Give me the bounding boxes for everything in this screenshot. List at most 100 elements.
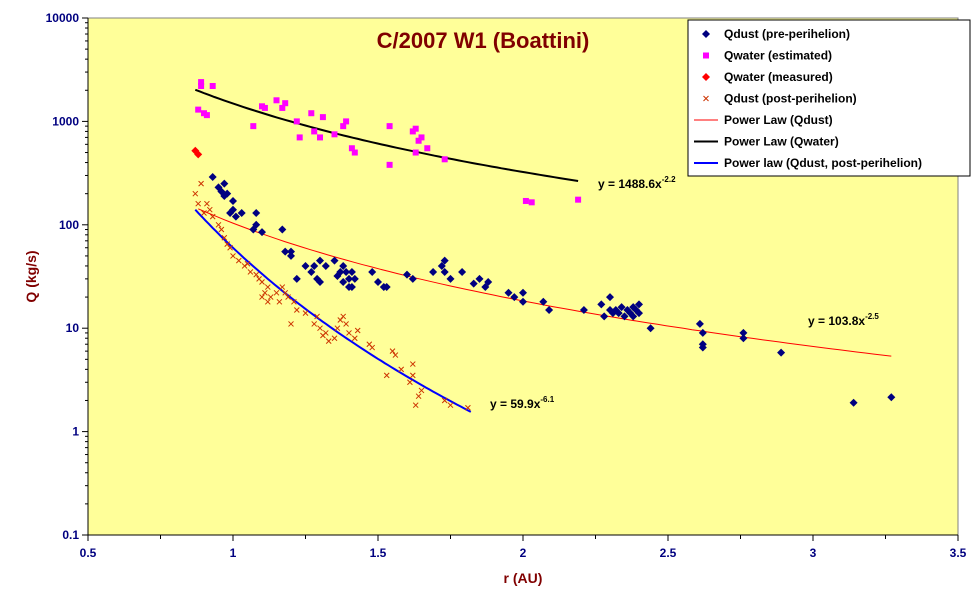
point-qwater-est — [343, 118, 350, 125]
point-qdust-post — [302, 310, 309, 316]
point-qwater-est — [331, 131, 338, 138]
point-qwater-est — [209, 82, 216, 89]
point-qdust-pre — [739, 328, 748, 337]
point-qdust-pre — [252, 220, 261, 229]
chart-title: C/2007 W1 (Boattini) — [377, 28, 590, 53]
point-qdust-pre — [739, 334, 748, 343]
x-axis-label: r (AU) — [504, 570, 543, 586]
x-tick-label: 3.5 — [950, 546, 967, 560]
point-qdust-post — [314, 313, 320, 320]
fit-label-qdust: y = 103.8x-2.5 — [808, 312, 879, 328]
point-qdust-post — [285, 294, 291, 300]
point-qdust-pre — [695, 319, 704, 328]
legend-marker — [702, 73, 710, 81]
point-qdust-post — [221, 234, 228, 241]
point-qwater-est — [203, 112, 210, 119]
point-qdust-post — [215, 221, 222, 228]
point-qwater-est — [348, 145, 355, 152]
point-qdust-post — [407, 379, 413, 386]
point-qdust-post — [441, 397, 448, 404]
point-qdust-post — [465, 404, 471, 411]
point-qdust-pre — [475, 274, 484, 283]
point-qdust-post — [412, 402, 419, 409]
point-qdust-pre — [469, 279, 478, 288]
point-qdust-post — [201, 210, 207, 216]
point-qwater-est — [198, 79, 205, 86]
point-qwater-est — [279, 104, 286, 111]
legend-label: Qwater (estimated) — [724, 49, 832, 63]
y-tick-label: 1 — [72, 425, 79, 439]
point-qdust-pre — [301, 261, 310, 270]
point-qdust-pre — [368, 267, 377, 276]
point-qwater-est — [412, 149, 419, 156]
legend-box — [687, 19, 971, 177]
point-qwater-est — [340, 123, 347, 130]
point-qdust-pre — [347, 267, 356, 276]
point-qdust-post — [334, 325, 341, 332]
y-tick-label: 10000 — [46, 11, 80, 25]
point-qwater-est — [293, 118, 300, 125]
point-qwater-est — [386, 123, 393, 130]
point-qdust-post — [273, 289, 280, 296]
point-qdust-post — [322, 330, 329, 336]
point-qdust-pre — [635, 309, 643, 318]
point-qwater-est — [418, 134, 425, 141]
legend-label: Qdust (post-perihelion) — [724, 92, 857, 106]
point-qdust-post — [409, 361, 416, 367]
point-qwater-est — [575, 196, 582, 203]
point-qwater-est — [415, 137, 422, 144]
point-qwater-est — [528, 199, 535, 206]
point-qdust-pre — [330, 256, 339, 265]
point-qdust-pre — [519, 288, 527, 297]
point-qdust-pre — [229, 205, 237, 214]
fit-line-post — [194, 209, 472, 413]
legend-label: Qdust (pre-perihelion) — [724, 27, 850, 41]
point-qdust-pre — [510, 293, 519, 302]
point-qdust-post — [282, 289, 289, 296]
y-tick-label: 0.1 — [62, 528, 79, 542]
point-qdust-pre — [208, 172, 217, 181]
point-qdust-pre — [545, 305, 554, 314]
point-qdust-pre — [347, 283, 356, 292]
point-qwater-est — [250, 123, 257, 130]
point-qdust-post — [293, 307, 300, 313]
point-qdust-post — [288, 321, 294, 327]
point-qwater-est — [296, 134, 303, 141]
fit-label-post: y = 59.9x-6.1 — [490, 395, 555, 411]
x-tick-label: 2.5 — [660, 546, 677, 560]
point-qdust-pre — [849, 398, 858, 407]
legend-label: Power law (Qdust, post-perihelion) — [724, 156, 922, 170]
point-qwater-est — [261, 104, 268, 111]
point-qdust-pre — [382, 283, 391, 292]
point-qdust-pre — [519, 297, 527, 306]
point-qdust-post — [227, 244, 233, 251]
point-qdust-post — [331, 335, 338, 342]
x-tick-label: 2 — [520, 546, 527, 560]
point-qdust-pre — [597, 300, 606, 309]
legend-marker — [703, 95, 709, 102]
point-qdust-post — [279, 284, 286, 290]
point-qdust-post — [354, 327, 361, 334]
point-qwater-est — [319, 114, 326, 121]
point-qdust-pre — [539, 297, 548, 306]
point-qdust-pre — [620, 312, 629, 321]
point-qdust-post — [230, 253, 236, 259]
point-qdust-pre — [698, 343, 707, 352]
point-qdust-pre — [336, 267, 345, 276]
point-qdust-pre — [617, 303, 626, 312]
point-qdust-pre — [339, 277, 348, 286]
point-qdust-post — [398, 366, 405, 373]
point-qdust-pre — [403, 270, 411, 279]
point-qdust-pre — [635, 300, 643, 309]
point-qdust-post — [235, 257, 242, 264]
point-qdust-pre — [287, 251, 295, 260]
point-qwater-est — [522, 197, 529, 204]
point-qdust-pre — [440, 256, 449, 265]
point-qwater-est — [351, 149, 358, 156]
point-qdust-pre — [350, 274, 359, 283]
x-tick-label: 3 — [810, 546, 817, 560]
point-qdust-pre — [223, 189, 232, 198]
point-qdust-pre — [629, 312, 638, 321]
point-qdust-pre — [321, 261, 330, 270]
